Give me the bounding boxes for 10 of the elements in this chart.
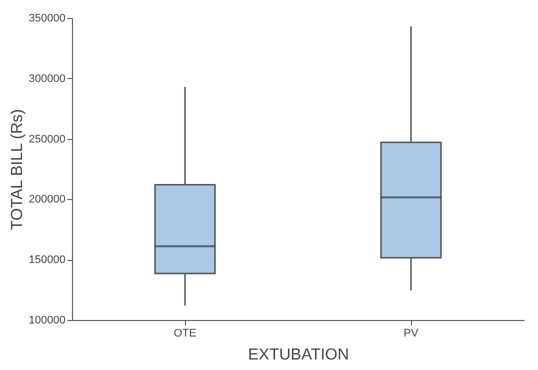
y-tick-label: 100000 — [28, 314, 66, 326]
x-tick-label: OTE — [174, 328, 196, 340]
x-tick-label: PV — [404, 328, 419, 340]
y-tick-label: 200000 — [28, 194, 66, 206]
y-tick-label: 250000 — [28, 133, 66, 146]
y-tick-label: 300000 — [28, 72, 66, 85]
y-axis-title: TOTAL BILL (Rs) — [8, 109, 26, 230]
y-tick-label: 350000 — [28, 12, 66, 24]
y-tick-label: 150000 — [28, 254, 66, 266]
x-axis-title: EXTUBATION — [248, 346, 350, 364]
